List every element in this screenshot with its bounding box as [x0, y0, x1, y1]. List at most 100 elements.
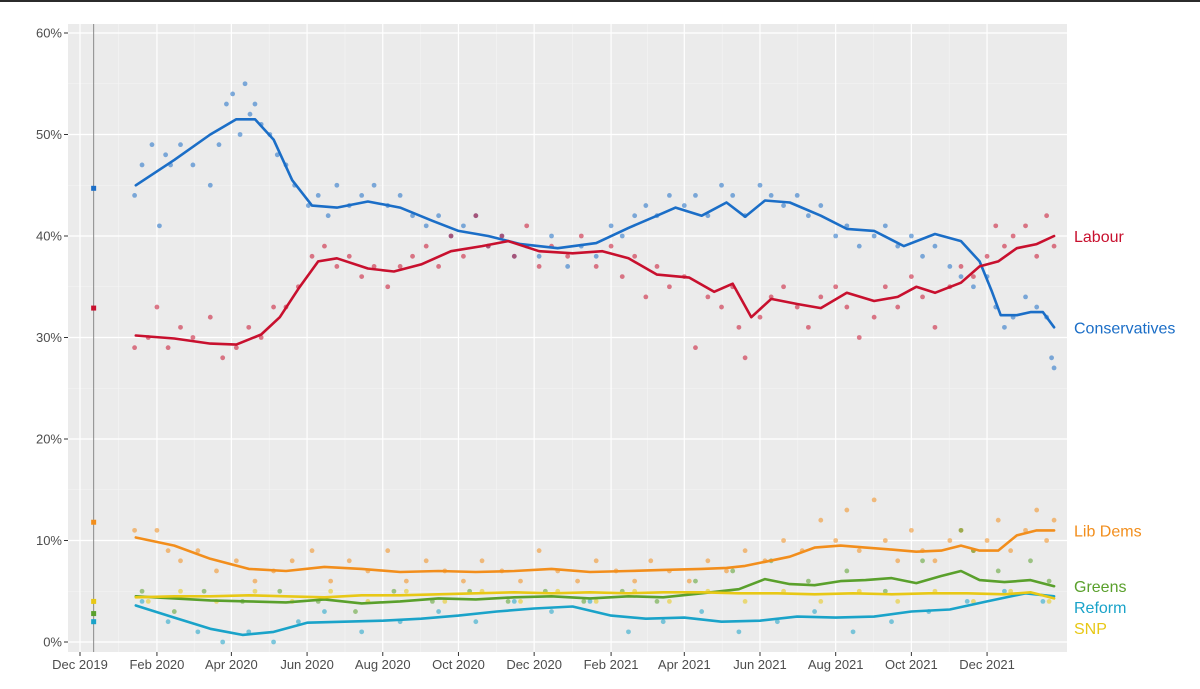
poll-point — [233, 345, 239, 351]
poll-point — [178, 142, 183, 148]
poll-point — [165, 548, 171, 554]
poll-point — [833, 284, 839, 290]
poll-point — [436, 213, 442, 219]
poll-point — [473, 213, 479, 219]
poll-point — [423, 223, 429, 229]
poll-point — [1008, 548, 1014, 554]
poll-point — [325, 213, 331, 219]
series-label: Labour — [1074, 229, 1124, 246]
poll-point — [995, 568, 1001, 574]
poll-point — [693, 345, 698, 351]
poll-point — [178, 324, 183, 330]
y-axis: 0% 10% 20% 30% 40% 50% 60% — [36, 26, 68, 650]
poll-point — [932, 324, 938, 330]
poll-point — [593, 264, 599, 269]
poll-point — [346, 558, 352, 564]
poll-point — [632, 213, 638, 219]
poll-point — [277, 588, 283, 594]
poll-point — [214, 568, 219, 574]
poll-point — [397, 193, 403, 198]
poll-point — [812, 609, 817, 614]
series-label: Conservatives — [1074, 320, 1175, 337]
poll-point — [178, 588, 183, 594]
poll-point — [178, 558, 183, 564]
poll-point — [774, 619, 780, 625]
poll-point — [578, 233, 584, 239]
poll-point — [608, 223, 614, 229]
series-labels: Labour Conservatives Lib Dems Greens Reform S… — [1074, 229, 1175, 638]
poll-point — [207, 182, 213, 188]
poll-point — [882, 538, 888, 543]
poll-point — [334, 182, 340, 188]
poll-point — [1002, 324, 1007, 330]
poll-point — [371, 182, 377, 188]
election-results — [91, 185, 97, 625]
poll-point — [385, 548, 391, 554]
poll-point — [328, 578, 334, 584]
poll-point — [593, 599, 599, 604]
trend-lines — [134, 118, 1056, 637]
poll-point — [1034, 507, 1040, 513]
poll-point — [871, 497, 877, 503]
poll-point — [322, 243, 327, 249]
poll-point — [742, 355, 748, 361]
poll-point — [149, 142, 155, 148]
poll-point — [536, 253, 542, 259]
poll-point — [608, 243, 614, 249]
poll-point — [448, 233, 454, 239]
poll-point — [1046, 578, 1052, 584]
poll-point — [871, 314, 877, 320]
election-result-marker — [91, 185, 97, 191]
poll-point — [882, 588, 888, 594]
poll-point — [781, 284, 786, 290]
poll-point — [736, 629, 742, 635]
poll-point — [667, 599, 672, 604]
poll-point — [1051, 243, 1057, 249]
poll-point — [309, 253, 315, 259]
poll-point — [190, 162, 196, 168]
poll-point — [518, 578, 523, 584]
poll-point — [139, 599, 145, 604]
poll-point — [220, 355, 226, 361]
x-tick-label: Dec 2019 — [52, 657, 108, 672]
poll-point — [171, 609, 177, 614]
poll-point — [224, 101, 229, 107]
poll-point — [195, 629, 201, 635]
poll-point — [958, 527, 964, 533]
x-tick-label: Aug 2021 — [808, 657, 864, 672]
poll-point — [154, 304, 160, 310]
poll-point — [1046, 599, 1052, 604]
x-tick-label: Jun 2020 — [280, 657, 334, 672]
poll-point — [882, 223, 888, 229]
poll-point — [145, 599, 151, 604]
poll-point — [895, 304, 901, 310]
poll-point — [289, 558, 295, 564]
poll-point — [461, 223, 466, 229]
poll-point — [654, 599, 660, 604]
poll-point — [353, 609, 358, 614]
poll-point — [1044, 213, 1050, 219]
poll-point — [511, 599, 517, 604]
poll-point — [818, 294, 824, 300]
poll-point — [693, 193, 698, 198]
y-tick-label: 60% — [36, 26, 62, 41]
poll-point — [818, 599, 824, 604]
poll-point — [757, 182, 763, 188]
poll-point — [165, 619, 171, 625]
election-result-marker — [91, 305, 97, 311]
y-tick-label: 30% — [36, 330, 62, 345]
series-label: SNP — [1074, 621, 1107, 638]
x-tick-label: Dec 2021 — [959, 657, 1015, 672]
poll-point — [246, 324, 252, 330]
poll-point — [844, 304, 850, 310]
poll-point — [1051, 517, 1057, 523]
poll-point — [781, 538, 786, 543]
poll-point — [442, 599, 448, 604]
poll-point — [397, 264, 403, 269]
poll-point — [908, 233, 914, 239]
poll-point — [1034, 253, 1040, 259]
poll-point — [833, 233, 839, 239]
poll-point — [648, 558, 654, 564]
x-tick-label: Feb 2020 — [129, 657, 184, 672]
y-tick-label: 0% — [43, 635, 62, 650]
